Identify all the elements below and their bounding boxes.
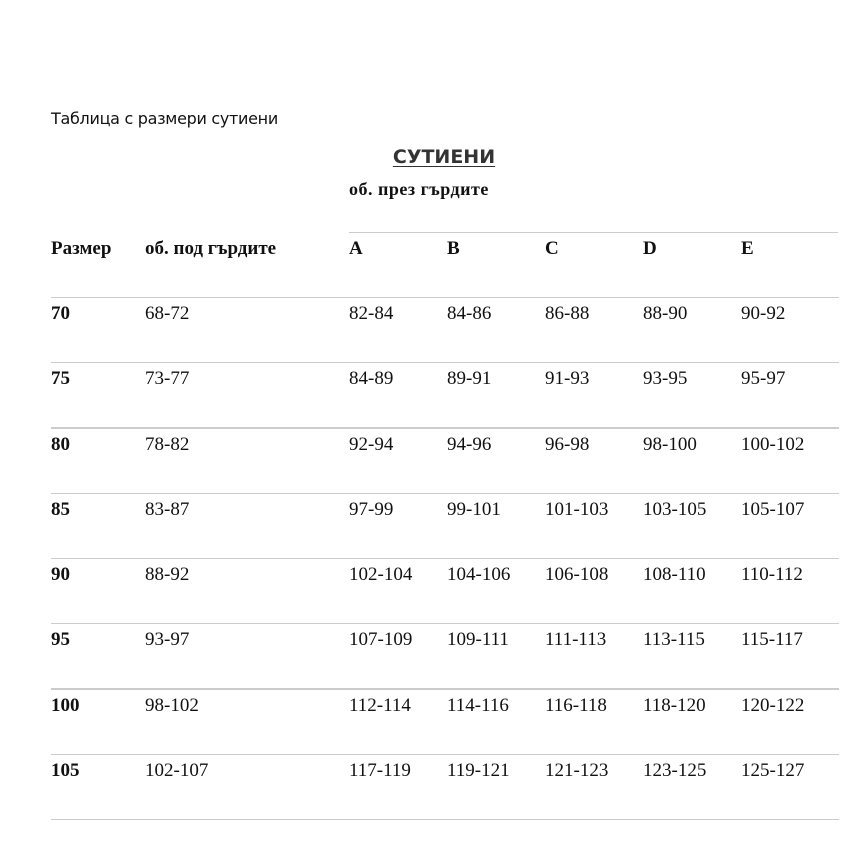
underbust-cell: 88-92 — [145, 558, 349, 624]
header-divider — [349, 232, 838, 233]
bust-cell: 120-122 — [741, 688, 839, 755]
page-intro-text: Таблица с размери сутиени — [51, 109, 278, 128]
bust-subheading: об. през гърдите — [349, 179, 489, 199]
header-cup-c: C — [545, 238, 559, 259]
table-row: 85 83-87 97-99 99-101 101-103 103-105 105-107 — [51, 493, 839, 559]
bra-size-table: Размер об. под гърдите A B C D E 70 68-72… — [51, 233, 839, 820]
table-row: 70 68-72 82-84 84-86 86-88 88-90 90-92 — [51, 297, 839, 363]
header-cup-e: E — [741, 238, 754, 259]
table-row: 105 102-107 117-119 119-121 121-123 123-125 12… — [51, 754, 839, 820]
bust-cell: 104-106 — [447, 558, 545, 624]
header-cup-a: A — [349, 238, 363, 259]
size-cell: 90 — [51, 558, 145, 624]
bust-cell: 92-94 — [349, 427, 447, 494]
table-row: 100 98-102 112-114 114-116 116-118 118-120 120… — [51, 688, 839, 755]
bust-cell: 112-114 — [349, 688, 447, 755]
underbust-cell: 98-102 — [145, 688, 349, 755]
bust-cell: 95-97 — [741, 362, 839, 428]
bust-cell: 123-125 — [643, 754, 741, 820]
bust-cell: 113-115 — [643, 623, 741, 689]
table-row: 80 78-82 92-94 94-96 96-98 98-100 100-102 — [51, 427, 839, 494]
bust-cell: 84-86 — [447, 297, 545, 363]
table-row: 75 73-77 84-89 89-91 91-93 93-95 95-97 — [51, 362, 839, 428]
bust-cell: 111-113 — [545, 623, 643, 689]
size-cell: 80 — [51, 427, 145, 494]
bust-cell: 84-89 — [349, 362, 447, 428]
bust-cell: 119-121 — [447, 754, 545, 820]
size-cell: 85 — [51, 493, 145, 559]
bust-cell: 91-93 — [545, 362, 643, 428]
bust-cell: 117-119 — [349, 754, 447, 820]
bust-cell: 98-100 — [643, 427, 741, 494]
bust-cell: 107-109 — [349, 623, 447, 689]
bust-cell: 105-107 — [741, 493, 839, 559]
bust-cell: 108-110 — [643, 558, 741, 624]
underbust-cell: 68-72 — [145, 297, 349, 363]
size-cell: 70 — [51, 297, 145, 363]
underbust-cell: 73-77 — [145, 362, 349, 428]
section-heading: СУТИЕНИ — [392, 146, 496, 168]
bust-cell: 93-95 — [643, 362, 741, 428]
bust-cell: 102-104 — [349, 558, 447, 624]
bust-cell: 96-98 — [545, 427, 643, 494]
bust-cell: 115-117 — [741, 623, 839, 689]
bust-cell: 109-111 — [447, 623, 545, 689]
bust-cell: 110-112 — [741, 558, 839, 624]
header-underbust: об. под гърдите — [145, 238, 277, 259]
bust-cell: 116-118 — [545, 688, 643, 755]
bust-cell: 114-116 — [447, 688, 545, 755]
bust-cell: 89-91 — [447, 362, 545, 428]
underbust-cell: 83-87 — [145, 493, 349, 559]
bust-cell: 103-105 — [643, 493, 741, 559]
bust-cell: 86-88 — [545, 297, 643, 363]
bust-cell: 121-123 — [545, 754, 643, 820]
underbust-cell: 93-97 — [145, 623, 349, 689]
header-size: Размер — [51, 238, 112, 259]
bust-cell: 97-99 — [349, 493, 447, 559]
bust-cell: 88-90 — [643, 297, 741, 363]
size-cell: 95 — [51, 623, 145, 689]
underbust-cell: 78-82 — [145, 427, 349, 494]
bust-cell: 118-120 — [643, 688, 741, 755]
bust-cell: 94-96 — [447, 427, 545, 494]
bust-cell: 101-103 — [545, 493, 643, 559]
table-header-row: Размер об. под гърдите A B C D E — [51, 233, 839, 298]
bust-cell: 99-101 — [447, 493, 545, 559]
size-cell: 100 — [51, 688, 145, 755]
bust-cell: 106-108 — [545, 558, 643, 624]
table-row: 95 93-97 107-109 109-111 111-113 113-115 115-1… — [51, 623, 839, 689]
bust-cell: 100-102 — [741, 427, 839, 494]
bust-cell: 125-127 — [741, 754, 839, 820]
underbust-cell: 102-107 — [145, 754, 349, 820]
header-cup-b: B — [447, 238, 460, 259]
bust-cell: 82-84 — [349, 297, 447, 363]
bust-cell: 90-92 — [741, 297, 839, 363]
header-cup-d: D — [643, 238, 657, 259]
size-cell: 75 — [51, 362, 145, 428]
table-row: 90 88-92 102-104 104-106 106-108 108-110 110-1… — [51, 558, 839, 624]
size-cell: 105 — [51, 754, 145, 820]
